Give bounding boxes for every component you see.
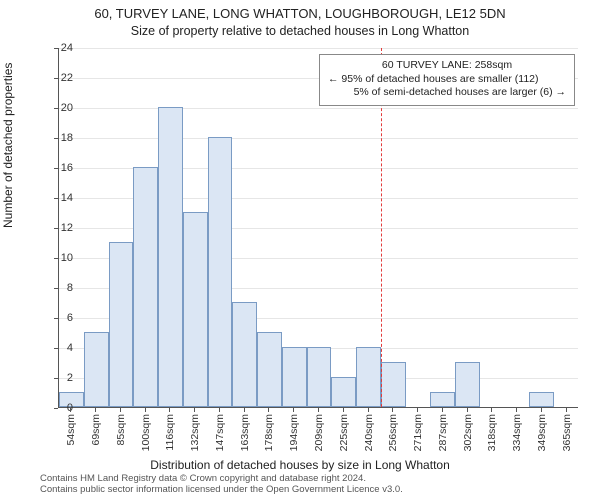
y-tick-label: 22 xyxy=(43,72,73,84)
info-box-line3: 5% of semi-detached houses are larger (6… xyxy=(328,86,566,100)
x-tick-label: 287sqm xyxy=(437,414,449,451)
x-tick-mark xyxy=(244,408,245,412)
x-tick-mark xyxy=(491,408,492,412)
x-tick-label: 132sqm xyxy=(189,414,201,451)
x-tick-mark xyxy=(95,408,96,412)
y-tick-label: 18 xyxy=(43,132,73,144)
x-tick-label: 85sqm xyxy=(115,414,127,446)
x-tick-label: 69sqm xyxy=(90,414,102,446)
x-tick-mark xyxy=(467,408,468,412)
y-tick-label: 8 xyxy=(43,282,73,294)
y-tick-mark xyxy=(54,258,58,259)
y-tick-label: 20 xyxy=(43,102,73,114)
y-tick-mark xyxy=(54,378,58,379)
histogram-chart: 60, TURVEY LANE, LONG WHATTON, LOUGHBORO… xyxy=(0,0,600,500)
x-tick-mark xyxy=(368,408,369,412)
y-tick-mark xyxy=(54,228,58,229)
gridline xyxy=(59,108,578,109)
histogram-bar xyxy=(331,377,356,407)
y-tick-mark xyxy=(54,288,58,289)
histogram-bar xyxy=(257,332,282,407)
x-tick-mark xyxy=(293,408,294,412)
x-tick-mark xyxy=(145,408,146,412)
gridline xyxy=(59,48,578,49)
x-tick-mark xyxy=(566,408,567,412)
y-tick-mark xyxy=(54,78,58,79)
chart-title: 60, TURVEY LANE, LONG WHATTON, LOUGHBORO… xyxy=(0,6,600,21)
x-tick-mark xyxy=(417,408,418,412)
x-tick-label: 100sqm xyxy=(140,414,152,451)
x-tick-mark xyxy=(70,408,71,412)
y-tick-label: 16 xyxy=(43,162,73,174)
y-tick-mark xyxy=(54,318,58,319)
histogram-bar xyxy=(232,302,257,407)
histogram-bar xyxy=(529,392,554,407)
y-tick-mark xyxy=(54,138,58,139)
y-tick-mark xyxy=(54,198,58,199)
histogram-bar xyxy=(430,392,455,407)
y-tick-mark xyxy=(54,348,58,349)
x-tick-label: 116sqm xyxy=(164,414,176,451)
histogram-bar xyxy=(282,347,307,407)
x-tick-label: 225sqm xyxy=(338,414,350,451)
histogram-bar xyxy=(133,167,158,407)
histogram-bar xyxy=(455,362,480,407)
x-tick-mark xyxy=(318,408,319,412)
chart-subtitle: Size of property relative to detached ho… xyxy=(0,24,600,38)
x-tick-mark xyxy=(392,408,393,412)
y-tick-mark xyxy=(54,168,58,169)
x-tick-label: 240sqm xyxy=(363,414,375,451)
x-tick-mark xyxy=(516,408,517,412)
y-tick-label: 0 xyxy=(43,402,73,414)
info-box-line2: ← 95% of detached houses are smaller (11… xyxy=(328,73,566,87)
x-tick-label: 349sqm xyxy=(536,414,548,451)
histogram-bar xyxy=(158,107,183,407)
y-tick-label: 6 xyxy=(43,312,73,324)
info-box-line1: 60 TURVEY LANE: 258sqm xyxy=(328,59,566,73)
y-tick-mark xyxy=(54,408,58,409)
x-tick-label: 318sqm xyxy=(486,414,498,451)
footnote: Contains HM Land Registry data © Crown c… xyxy=(40,474,590,496)
x-tick-mark xyxy=(169,408,170,412)
x-tick-label: 178sqm xyxy=(263,414,275,451)
x-tick-label: 163sqm xyxy=(239,414,251,451)
histogram-bar xyxy=(183,212,208,407)
y-tick-mark xyxy=(54,48,58,49)
gridline xyxy=(59,138,578,139)
y-tick-label: 24 xyxy=(43,42,73,54)
y-tick-label: 14 xyxy=(43,192,73,204)
x-tick-mark xyxy=(442,408,443,412)
histogram-bar xyxy=(381,362,406,407)
x-tick-mark xyxy=(120,408,121,412)
x-tick-mark xyxy=(541,408,542,412)
histogram-bar xyxy=(84,332,109,407)
x-tick-mark xyxy=(343,408,344,412)
plot-area: 60 TURVEY LANE: 258sqm← 95% of detached … xyxy=(58,48,578,408)
y-tick-mark xyxy=(54,108,58,109)
histogram-bar xyxy=(208,137,233,407)
x-tick-label: 256sqm xyxy=(387,414,399,451)
x-tick-mark xyxy=(268,408,269,412)
y-tick-label: 12 xyxy=(43,222,73,234)
x-tick-label: 302sqm xyxy=(462,414,474,451)
x-tick-label: 271sqm xyxy=(412,414,424,451)
x-tick-label: 54sqm xyxy=(65,414,77,446)
x-tick-label: 365sqm xyxy=(561,414,573,451)
x-tick-label: 334sqm xyxy=(511,414,523,451)
x-axis-label: Distribution of detached houses by size … xyxy=(0,458,600,472)
x-tick-label: 194sqm xyxy=(288,414,300,451)
histogram-bar xyxy=(109,242,134,407)
x-tick-mark xyxy=(219,408,220,412)
x-tick-label: 147sqm xyxy=(214,414,226,451)
y-tick-label: 4 xyxy=(43,342,73,354)
info-box: 60 TURVEY LANE: 258sqm← 95% of detached … xyxy=(319,54,575,106)
x-tick-mark xyxy=(194,408,195,412)
histogram-bar xyxy=(356,347,381,407)
y-axis-label: Number of detached properties xyxy=(1,63,15,228)
y-tick-label: 2 xyxy=(43,372,73,384)
histogram-bar xyxy=(307,347,332,407)
y-tick-label: 10 xyxy=(43,252,73,264)
x-tick-label: 209sqm xyxy=(313,414,325,451)
